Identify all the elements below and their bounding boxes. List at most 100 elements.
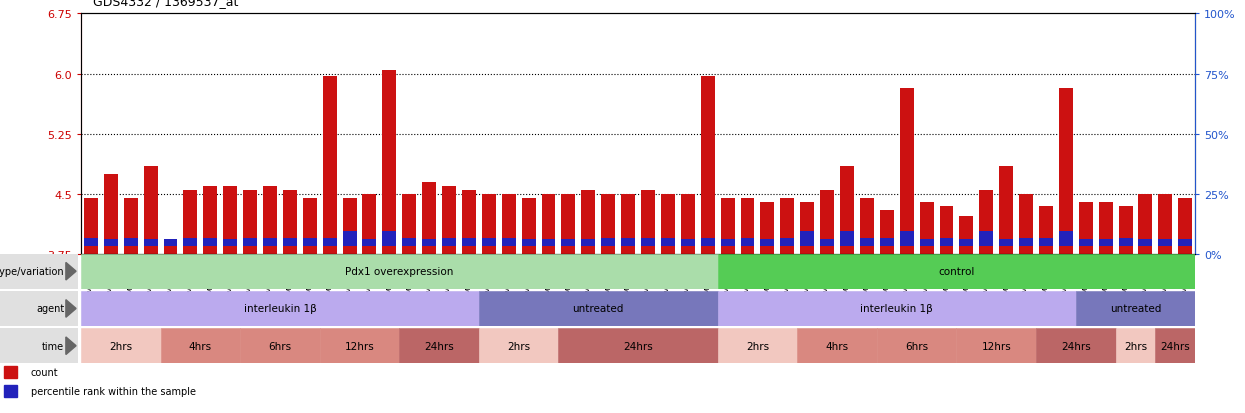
- Text: 4hrs: 4hrs: [189, 341, 212, 351]
- Bar: [83, 198, 98, 254]
- Bar: [1000, 240, 1013, 246]
- Bar: [183, 190, 197, 254]
- Bar: [183, 238, 197, 246]
- Bar: [721, 240, 735, 246]
- Bar: [283, 190, 296, 254]
- Bar: [1158, 194, 1173, 254]
- Text: 12hrs: 12hrs: [981, 341, 1011, 351]
- Bar: [801, 202, 814, 254]
- Bar: [1079, 202, 1093, 254]
- Bar: [322, 238, 336, 246]
- Polygon shape: [66, 337, 76, 355]
- Text: control: control: [939, 266, 975, 277]
- Bar: [641, 190, 655, 254]
- Bar: [1138, 240, 1153, 246]
- Bar: [479, 328, 559, 363]
- Bar: [442, 238, 456, 246]
- Bar: [840, 166, 854, 254]
- Bar: [163, 246, 178, 254]
- Bar: [402, 194, 416, 254]
- Bar: [860, 198, 874, 254]
- Bar: [561, 194, 575, 254]
- Bar: [840, 232, 854, 246]
- Bar: [860, 238, 874, 246]
- Polygon shape: [66, 263, 76, 280]
- Bar: [362, 240, 376, 246]
- Bar: [203, 186, 217, 254]
- Bar: [820, 240, 834, 246]
- Bar: [522, 240, 535, 246]
- Bar: [342, 232, 356, 246]
- Bar: [581, 190, 595, 254]
- Bar: [103, 174, 118, 254]
- Bar: [681, 240, 695, 246]
- Bar: [1138, 194, 1153, 254]
- Bar: [1098, 240, 1113, 246]
- Bar: [5, 385, 17, 397]
- Bar: [263, 186, 276, 254]
- Bar: [761, 240, 774, 246]
- Text: 2hrs: 2hrs: [507, 341, 530, 351]
- Bar: [263, 238, 276, 246]
- Bar: [701, 77, 715, 254]
- Bar: [900, 232, 914, 246]
- Bar: [482, 194, 496, 254]
- Bar: [1079, 240, 1093, 246]
- Bar: [479, 291, 717, 326]
- Bar: [322, 77, 336, 254]
- Bar: [462, 238, 476, 246]
- Bar: [143, 166, 158, 254]
- Bar: [621, 238, 635, 246]
- Bar: [1076, 291, 1195, 326]
- Bar: [1158, 240, 1173, 246]
- Bar: [103, 240, 118, 246]
- Bar: [797, 328, 876, 363]
- Text: genotype/variation: genotype/variation: [0, 266, 65, 277]
- Text: 2hrs: 2hrs: [746, 341, 769, 351]
- Bar: [283, 238, 296, 246]
- Bar: [820, 190, 834, 254]
- Bar: [1036, 328, 1116, 363]
- Bar: [1020, 194, 1033, 254]
- Text: interleukin 1β: interleukin 1β: [860, 304, 933, 314]
- Bar: [123, 238, 138, 246]
- Text: Pdx1 overexpression: Pdx1 overexpression: [345, 266, 453, 277]
- Bar: [940, 238, 954, 246]
- Bar: [559, 328, 717, 363]
- Bar: [442, 186, 456, 254]
- Bar: [223, 240, 237, 246]
- Bar: [400, 328, 479, 363]
- Bar: [422, 182, 436, 254]
- Text: untreated: untreated: [1109, 304, 1162, 314]
- Bar: [761, 202, 774, 254]
- Bar: [717, 291, 1076, 326]
- Bar: [876, 328, 956, 363]
- Bar: [1059, 89, 1073, 254]
- Bar: [502, 238, 515, 246]
- Bar: [81, 291, 479, 326]
- Text: percentile rank within the sample: percentile rank within the sample: [30, 386, 195, 396]
- Bar: [243, 238, 256, 246]
- Bar: [81, 328, 161, 363]
- Text: 6hrs: 6hrs: [269, 341, 291, 351]
- Bar: [621, 194, 635, 254]
- Bar: [681, 194, 695, 254]
- Bar: [781, 238, 794, 246]
- Bar: [382, 70, 396, 254]
- Bar: [940, 206, 954, 254]
- Bar: [781, 198, 794, 254]
- Text: GDS4332 / 1369537_at: GDS4332 / 1369537_at: [93, 0, 239, 8]
- Polygon shape: [66, 300, 76, 318]
- Bar: [1155, 328, 1195, 363]
- Bar: [1178, 240, 1193, 246]
- Bar: [161, 328, 240, 363]
- Bar: [462, 190, 476, 254]
- Bar: [561, 240, 575, 246]
- Bar: [203, 238, 217, 246]
- Bar: [920, 202, 934, 254]
- Bar: [801, 232, 814, 246]
- Text: 24hrs: 24hrs: [425, 341, 454, 351]
- Bar: [81, 254, 717, 289]
- Bar: [1098, 202, 1113, 254]
- Bar: [83, 238, 98, 246]
